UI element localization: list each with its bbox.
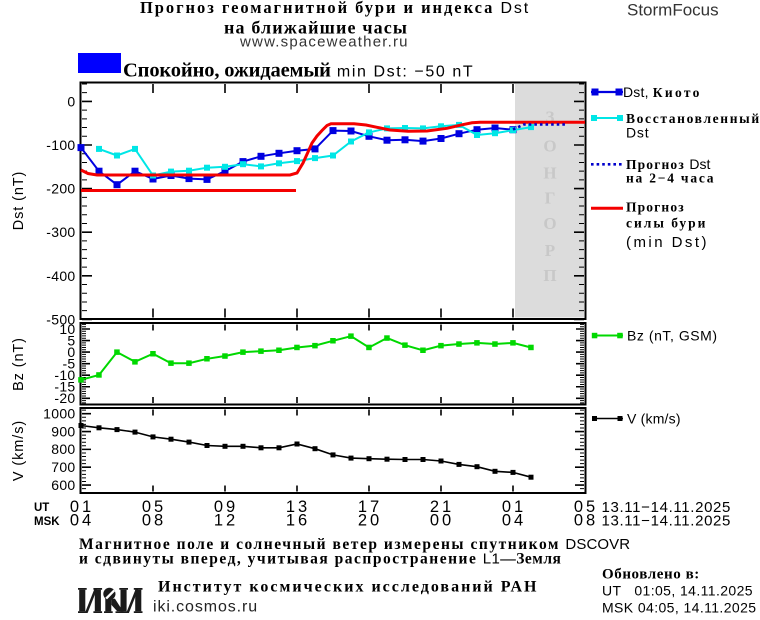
svg-text:-5: -5 <box>62 355 75 371</box>
svg-text:08: 08 <box>142 511 166 529</box>
svg-text:Прогноз: Прогноз <box>626 200 685 215</box>
svg-text:20: 20 <box>358 511 382 529</box>
svg-text:З: З <box>546 107 555 126</box>
svg-text:-500: -500 <box>46 311 75 327</box>
svg-text:Прогноз Dst: Прогноз Dst <box>626 156 711 172</box>
svg-text:900: 900 <box>51 423 75 439</box>
svg-text:П: П <box>543 266 556 285</box>
svg-text:Восстановленный: Восстановленный <box>626 111 760 126</box>
svg-text:01: 01 <box>70 498 94 516</box>
svg-text:00: 00 <box>430 511 454 529</box>
svg-text:и сдвинуты вперед, учитывая ра: и сдвинуты вперед, учитывая распростране… <box>79 551 561 568</box>
svg-text:1000: 1000 <box>43 406 75 422</box>
svg-text:на ближайшие часы: на ближайшие часы <box>224 18 408 38</box>
svg-text:MSK 04:05, 14.11.2025: MSK 04:05, 14.11.2025 <box>602 600 756 616</box>
svg-text:StormFocus: StormFocus <box>627 1 719 20</box>
svg-text:Институт космических исследова: Институт космических исследований РАН <box>158 579 538 596</box>
svg-text:О: О <box>543 214 556 233</box>
svg-text:5: 5 <box>67 332 75 348</box>
svg-text:www.spaceweather.ru: www.spaceweather.ru <box>239 34 409 51</box>
svg-text:04: 04 <box>70 511 94 529</box>
svg-text:21: 21 <box>430 498 454 516</box>
svg-text:0: 0 <box>67 344 75 360</box>
svg-text:MSK: MSK <box>34 516 60 528</box>
svg-text:16: 16 <box>286 511 310 529</box>
svg-text:800: 800 <box>51 441 75 457</box>
svg-text:V (km/s): V (km/s) <box>627 411 681 427</box>
svg-text:-100: -100 <box>46 137 75 153</box>
svg-text:UT: UT <box>34 502 49 514</box>
svg-text:-15: -15 <box>54 379 75 395</box>
svg-text:(min Dst): (min Dst) <box>626 234 709 251</box>
svg-text:Магнитное поле и солнечный вет: Магнитное поле и солнечный ветер измерен… <box>79 536 630 553</box>
svg-text:01: 01 <box>502 498 526 516</box>
svg-text:О: О <box>543 136 556 155</box>
svg-text:600: 600 <box>51 477 75 493</box>
svg-text:силы бури: силы бури <box>626 216 707 231</box>
svg-text:-400: -400 <box>46 268 75 284</box>
svg-text:0: 0 <box>67 93 75 109</box>
svg-text:-300: -300 <box>46 224 75 240</box>
svg-text:Спокойно, ожидаемый min Dst: −: Спокойно, ожидаемый min Dst: −50 nT <box>123 60 474 82</box>
svg-text:UT 01:05, 14.11.2025: UT 01:05, 14.11.2025 <box>602 583 753 599</box>
svg-text:12: 12 <box>214 511 238 529</box>
svg-text:-200: -200 <box>46 181 75 197</box>
svg-text:-10: -10 <box>54 367 75 383</box>
svg-text:Dst (nT): Dst (nT) <box>11 171 27 231</box>
svg-text:-20: -20 <box>54 390 75 406</box>
svg-text:Dst: Dst <box>626 125 649 141</box>
svg-text:17: 17 <box>358 498 382 516</box>
svg-text:13: 13 <box>286 498 310 516</box>
svg-text:10: 10 <box>59 321 75 337</box>
svg-text:700: 700 <box>51 459 75 475</box>
svg-text:09: 09 <box>214 498 238 516</box>
svg-text:05: 05 <box>574 498 598 516</box>
svg-text:13.11−14.11.2025: 13.11−14.11.2025 <box>602 512 732 529</box>
svg-text:Обновлено в:: Обновлено в: <box>602 567 700 583</box>
svg-text:Dst, Киото: Dst, Киото <box>623 84 702 100</box>
svg-text:Bz (nT): Bz (nT) <box>11 337 27 391</box>
svg-text:на 2−4 часа: на 2−4 часа <box>626 170 715 185</box>
svg-text:V (km/s): V (km/s) <box>11 420 27 481</box>
svg-text:Р: Р <box>545 241 555 260</box>
svg-text:Н: Н <box>543 164 556 183</box>
svg-text:08: 08 <box>574 511 598 529</box>
svg-text:04: 04 <box>502 511 526 529</box>
svg-text:13.11−14.11.2025: 13.11−14.11.2025 <box>602 499 732 516</box>
svg-text:05: 05 <box>142 498 166 516</box>
svg-text:Bz (nT, GSM): Bz (nT, GSM) <box>627 328 718 344</box>
svg-text:Г: Г <box>545 189 556 208</box>
svg-text:iki.cosmos.ru: iki.cosmos.ru <box>153 599 258 616</box>
svg-text:Прогноз геомагнитной бури и ин: Прогноз геомагнитной бури и индекса Dst <box>140 0 530 17</box>
